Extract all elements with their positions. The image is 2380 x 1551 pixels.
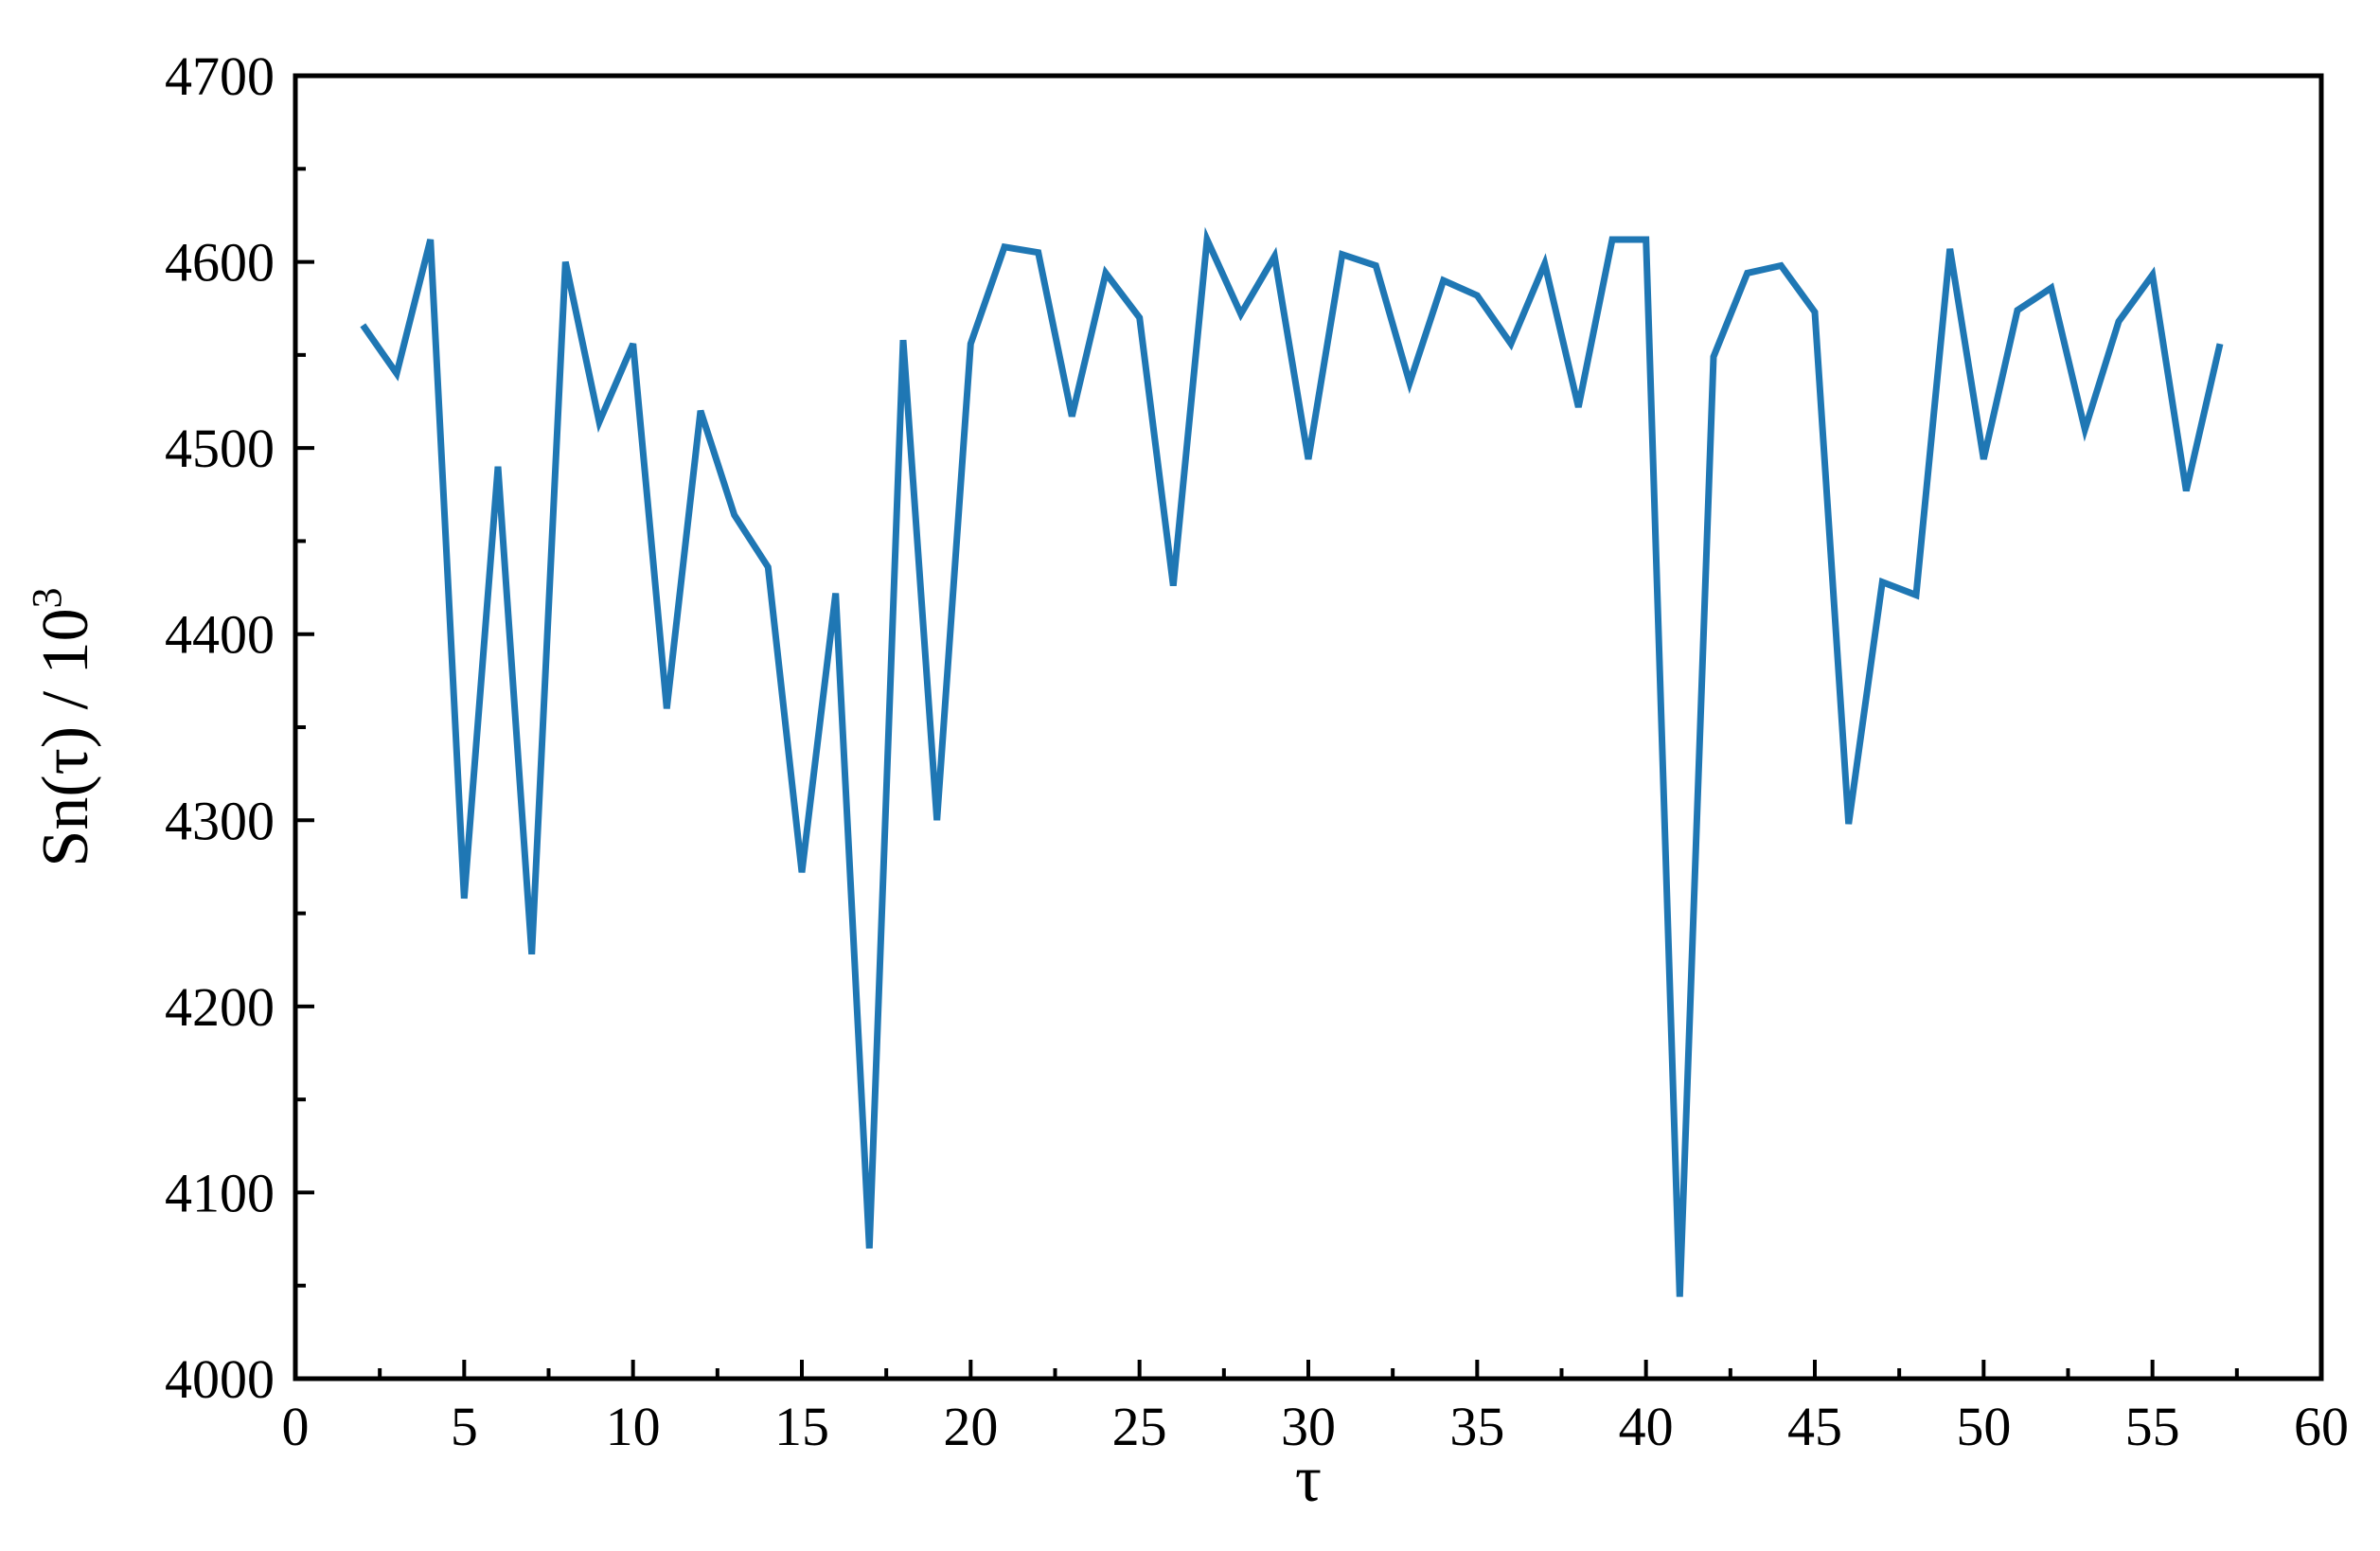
x-tick-label: 45: [1787, 1396, 1842, 1457]
y-tick-label: 4100: [165, 1162, 275, 1223]
x-tick-label: 30: [1281, 1396, 1336, 1457]
y-axis-title-text: Sn(τ) / 10: [29, 608, 102, 866]
y-tick-label: 4000: [165, 1348, 275, 1410]
x-tick-label: 55: [2125, 1396, 2180, 1457]
y-tick-label: 4300: [165, 790, 275, 851]
y-tick-label: 4400: [165, 604, 275, 666]
y-tick-label: 4700: [165, 45, 275, 107]
x-tick-label: 15: [774, 1396, 829, 1457]
y-axis-title: Sn(τ) / 103: [24, 587, 102, 866]
y-tick-label: 4600: [165, 232, 275, 294]
x-axis-ticks: 0 5 10 15 20 25 30 35 40 45 50 55 60: [282, 1360, 2349, 1457]
plot-area: [360, 226, 2224, 1297]
y-tick-label: 4200: [165, 976, 275, 1038]
x-tick-label: 35: [1449, 1396, 1504, 1457]
x-tick-label: 0: [282, 1396, 310, 1457]
y-axis-title-superscript: 3: [24, 587, 70, 608]
x-tick-label: 60: [2294, 1396, 2349, 1457]
x-tick-label: 50: [1956, 1396, 2011, 1457]
y-tick-label: 4500: [165, 418, 275, 479]
x-axis-title: τ: [1295, 1443, 1322, 1516]
x-tick-label: 20: [943, 1396, 998, 1457]
x-tick-label: 40: [1619, 1396, 1674, 1457]
series-line: [360, 226, 2224, 1297]
x-tick-label: 5: [451, 1396, 478, 1457]
y-axis-ticks: 4000 4100 4200 4300 4400 4500 4600 4700: [165, 45, 314, 1410]
x-tick-label: 10: [606, 1396, 661, 1457]
plot-frame: [293, 73, 2324, 1382]
x-tick-label: 25: [1112, 1396, 1167, 1457]
